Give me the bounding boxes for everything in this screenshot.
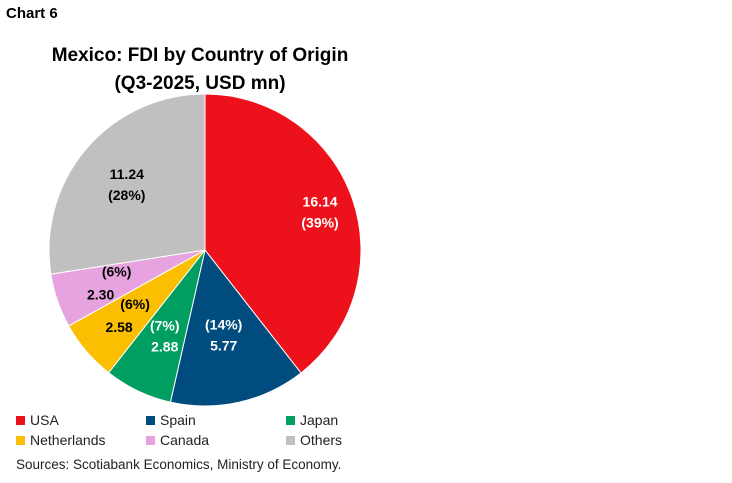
- legend-label: Canada: [160, 432, 210, 448]
- pie-slice-spain: [169, 248, 302, 407]
- legend-item-usa: USA: [16, 412, 59, 428]
- legend-swatch: [16, 435, 25, 445]
- legend-item-canada: Canada: [146, 432, 209, 448]
- legend-label: USA: [30, 412, 59, 428]
- chart-title-block: Mexico: FDI by Country of Origin (Q3-202…: [0, 42, 400, 98]
- slice-pct-label-japan: (7%): [150, 317, 180, 333]
- pie-slice-usa: [204, 93, 362, 374]
- slice-value-label-spain: 5.77: [210, 338, 237, 354]
- legend-item-others: Others: [286, 432, 342, 448]
- legend-label: Others: [300, 432, 343, 448]
- legend-label: Japan: [300, 412, 339, 428]
- legend-swatch: [286, 415, 295, 425]
- legend-swatch: [16, 415, 25, 425]
- chart-title: Mexico: FDI by Country of Origin: [51, 45, 349, 66]
- slice-pct-label-others: (28%): [108, 187, 145, 203]
- legend-swatch: [286, 435, 295, 445]
- legend-label: Netherlands: [30, 432, 106, 448]
- legend-swatch: [146, 435, 155, 445]
- slice-value-label-netherlands: 2.58: [105, 319, 132, 335]
- legend-swatch: [146, 415, 155, 425]
- legend-item-spain: Spain: [146, 412, 196, 428]
- slice-pct-label-canada: (6%): [102, 264, 132, 280]
- slice-value-label-japan: 2.88: [151, 338, 178, 354]
- slice-value-label-usa: 16.14: [303, 193, 338, 209]
- slice-value-label-others: 11.24: [110, 166, 144, 182]
- slice-pct-label-spain: (14%): [205, 317, 242, 333]
- legend-item-netherlands: Netherlands: [16, 432, 106, 448]
- chart-number: Chart 6: [6, 5, 58, 22]
- legend-item-japan: Japan: [286, 412, 338, 428]
- chart-subtitle: (Q3-2025, USD mn): [114, 73, 286, 94]
- slice-pct-label-netherlands: (6%): [120, 296, 150, 312]
- source-note: Sources: Scotiabank Economics, Ministry …: [16, 457, 342, 472]
- pie-slice-others: [48, 93, 206, 275]
- pie-chart: 16.14 (39%) (14%) 5.77 (7%) 2.88 (6%) 2.58 (6%) 2…: [48, 93, 362, 407]
- slice-value-label-canada: 2.30: [87, 287, 114, 303]
- slice-pct-label-usa: (39%): [301, 214, 338, 230]
- legend-label: Spain: [160, 412, 196, 428]
